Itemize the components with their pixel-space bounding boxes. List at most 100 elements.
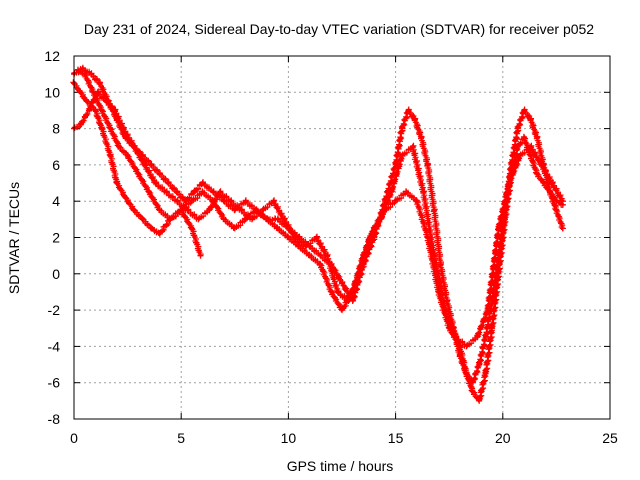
x-tick-label: 25 [602, 430, 618, 446]
data-point [96, 80, 103, 87]
data-point [424, 161, 431, 168]
data-point [197, 252, 204, 259]
data-point [107, 125, 114, 132]
data-point [92, 107, 99, 114]
series-track-4 [71, 88, 566, 350]
chart-title: Day 231 of 2024, Sidereal Day-to-day VTE… [84, 21, 594, 37]
data-point [141, 161, 148, 168]
data-point [173, 198, 180, 205]
data-point [263, 216, 270, 223]
data-point [484, 307, 491, 314]
data-point [323, 252, 330, 259]
data-point [411, 116, 418, 123]
data-point [116, 143, 123, 150]
data-point [506, 180, 513, 187]
data-point [489, 325, 496, 332]
y-tick-label: 10 [44, 84, 60, 100]
data-point [238, 207, 245, 214]
x-tick-label: 5 [177, 430, 185, 446]
data-point [514, 125, 521, 132]
data-point [334, 288, 341, 295]
data-point [313, 234, 320, 241]
data-point [274, 225, 281, 232]
data-point [553, 207, 560, 214]
data-point [495, 225, 502, 232]
data-point [156, 230, 163, 237]
data-point [135, 170, 142, 177]
y-tick-label: 12 [44, 48, 60, 64]
data-point [77, 121, 84, 128]
data-point [156, 170, 163, 177]
data-point [469, 388, 476, 395]
y-tick-label: 8 [52, 121, 60, 137]
data-point [431, 252, 438, 259]
data-point [148, 225, 155, 232]
data-point [474, 334, 481, 341]
data-point [302, 243, 309, 250]
data-point [131, 143, 138, 150]
data-point [167, 216, 174, 223]
data-point [516, 152, 523, 159]
data-point [216, 189, 223, 196]
data-point [188, 198, 195, 205]
y-tick-labels: -8 -6 -4 -2 0 2 4 6 8 10 12 [44, 48, 60, 427]
data-point [270, 198, 277, 205]
y-tick-label: -8 [48, 411, 61, 427]
data-point [281, 216, 288, 223]
data-point [131, 207, 138, 214]
data-point [405, 107, 412, 114]
data-point [291, 234, 298, 241]
y-axis-label: SDTVAR / TECUs [6, 182, 22, 294]
plot-frame [73, 55, 611, 420]
data-point [559, 198, 566, 205]
data-point [452, 334, 459, 341]
data-point [356, 270, 363, 277]
y-tick-label: 4 [52, 193, 60, 209]
y-tick-label: 6 [52, 157, 60, 173]
data-point [538, 161, 545, 168]
data-point [98, 125, 105, 132]
data-point [514, 143, 521, 150]
data-point [306, 252, 313, 259]
data-point [409, 143, 416, 150]
x-tick-label: 10 [281, 430, 297, 446]
data-point [227, 198, 234, 205]
data-point [285, 234, 292, 241]
data-point [420, 189, 427, 196]
data-point [139, 216, 146, 223]
data-point [418, 134, 425, 141]
data-point [328, 288, 335, 295]
data-point [527, 143, 534, 150]
x-tick-label: 20 [495, 430, 511, 446]
data-point [156, 207, 163, 214]
series-track-3 [74, 66, 566, 404]
data-point [210, 189, 217, 196]
data-point [463, 370, 470, 377]
data-point [431, 207, 438, 214]
data-point [75, 67, 82, 74]
data-point [534, 170, 541, 177]
data-point [441, 307, 448, 314]
data-point [527, 152, 534, 159]
data-point [206, 207, 213, 214]
data-point [107, 152, 114, 159]
x-axis-label: GPS time / hours [287, 458, 394, 474]
data-point [559, 225, 566, 232]
data-point [182, 198, 189, 205]
y-tick-label: 0 [52, 266, 60, 282]
data-point [399, 125, 406, 132]
data-point [540, 180, 547, 187]
data-point [482, 334, 489, 341]
data-point [86, 107, 93, 114]
data-point [195, 216, 202, 223]
data-point [242, 198, 249, 205]
data-point [77, 89, 84, 96]
data-point [339, 279, 345, 286]
y-tick-label: 2 [52, 230, 60, 246]
data-point [521, 107, 528, 114]
data-point [317, 252, 324, 259]
data-point [98, 107, 105, 114]
data-point [113, 180, 120, 187]
data-point [495, 270, 502, 277]
